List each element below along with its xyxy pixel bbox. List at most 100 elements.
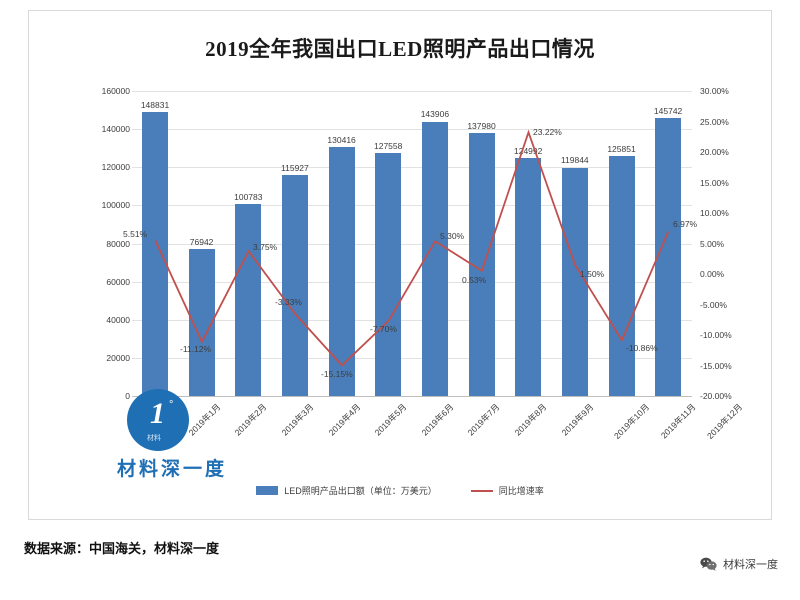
chart-legend: LED照明产品出口额（单位：万美元） 同比增速率 (29, 484, 771, 497)
line-value-label: -10.86% (626, 343, 658, 353)
bar-value-label: 119844 (560, 155, 589, 166)
x-axis-label: 2019年10月 (611, 401, 652, 441)
y-tick: 120000 (101, 162, 130, 173)
line-value-label: 5.30% (440, 231, 465, 241)
bar-value-label: 143906 (420, 109, 450, 120)
gridline (132, 91, 692, 92)
y-tick: 140000 (101, 124, 130, 135)
footer-brand: 材料深一度 (700, 556, 778, 572)
bar[interactable] (281, 175, 308, 396)
line-series (154, 129, 670, 367)
x-axis-label: 2019年8月 (512, 401, 549, 438)
line-value-label: 0.53% (462, 275, 487, 285)
bar-slot: 124992 (505, 91, 552, 396)
legend-label-bar: LED照明产品出口额（单位：万美元） (284, 486, 437, 496)
bar-series: 148831 76942 100783 115927 130416 127558 (132, 91, 692, 396)
bar-slot: 148831 (132, 91, 179, 396)
bar-value-label: 148831 (140, 100, 170, 110)
gridline (132, 319, 692, 321)
y-tick: 60000 (106, 276, 130, 287)
y-tick: 160000 (101, 86, 130, 96)
y-tick: 40000 (106, 314, 130, 325)
legend-swatch-bar-icon (256, 486, 279, 495)
y-tick: 0 (125, 391, 130, 401)
gridline (132, 357, 692, 359)
bar[interactable] (561, 167, 588, 396)
line-value-label: -3.33% (275, 297, 302, 307)
logo-brand-text: 材料深一度 (117, 459, 228, 480)
bar[interactable] (235, 203, 262, 396)
y-axis-left: 0 20000 40000 60000 80000 100000 120000 … (86, 86, 130, 401)
bar-value-label: 125851 (607, 143, 636, 154)
logo-degree-icon: ° (169, 399, 174, 411)
bar-value-label: 100783 (234, 192, 263, 202)
line-value-label: 23.22% (533, 127, 562, 137)
line-value-label: -15.15% (321, 369, 353, 379)
bar[interactable] (655, 118, 682, 396)
chart-title: 2019全年我国出口LED照明产品出口情况 (205, 37, 595, 61)
y2-tick: -10.00% (700, 330, 732, 340)
y2-tick: 25.00% (700, 116, 729, 127)
legend-label-line: 同比增速率 (498, 486, 544, 496)
bar[interactable] (515, 157, 542, 396)
bar-value-label: 115927 (281, 163, 309, 173)
bar[interactable] (375, 152, 402, 396)
bar-value-label: 145742 (653, 106, 683, 116)
y2-tick: 20.00% (700, 147, 729, 157)
gridline (132, 129, 692, 131)
bar-slot: 125851 (599, 91, 646, 396)
bar-slot: 143906 (412, 91, 459, 396)
axis-baseline (132, 396, 692, 397)
y2-tick: -5.00% (700, 299, 727, 310)
line-value-label: 3.75% (253, 242, 278, 252)
x-axis-label: 2019年11月 (658, 401, 698, 441)
gridline (132, 243, 692, 245)
plot-area: 148831 76942 100783 115927 130416 127558 (123, 91, 744, 441)
gridline (132, 167, 692, 169)
x-axis-label: 2019年5月 (372, 401, 409, 438)
bar[interactable] (608, 156, 635, 396)
growth-rate-line (154, 129, 670, 367)
x-axis-label: 2019年12月 (704, 401, 745, 441)
x-axis-label: 2019年7月 (465, 401, 502, 438)
y2-tick: 30.00% (700, 86, 729, 96)
line-value-label: 5.51% (123, 229, 148, 239)
y2-tick: 15.00% (700, 177, 729, 188)
logo-numeral: 1 (150, 397, 165, 430)
y2-tick: -20.00% (700, 391, 732, 401)
legend-item-line[interactable]: 同比增速率 (470, 484, 544, 497)
y2-tick: 0.00% (700, 269, 725, 279)
legend-swatch-line-icon (470, 489, 493, 492)
bar-slot: 119844 (552, 91, 599, 396)
bar-slot: 127558 (365, 91, 412, 396)
gridline (132, 205, 692, 207)
bar-value-label: 130416 (327, 135, 356, 146)
chart-card: 2019全年我国出口LED照明产品出口情况 0 20000 40000 6000… (28, 10, 772, 520)
y-tick: 80000 (106, 238, 130, 249)
x-axis-label: 2019年9月 (559, 401, 596, 438)
x-axis-label: 2019年4月 (326, 401, 363, 438)
bar-value-label: 137980 (467, 120, 496, 131)
y-tick: 100000 (101, 200, 130, 211)
legend-item-bar[interactable]: LED照明产品出口额（单位：万美元） (256, 484, 437, 497)
logo-subtext: 材料 (147, 435, 161, 442)
bar-slot: 115927 (272, 91, 319, 396)
line-value-label: 6.97% (673, 219, 698, 229)
bar-slot: 100783 (225, 91, 272, 396)
x-axis-label: 2019年3月 (279, 401, 316, 438)
bar-value-label: 76942 (189, 237, 214, 247)
watermark-logo: 1 ° 材料 材料深一度 (117, 389, 277, 484)
bar[interactable] (142, 112, 168, 396)
y-tick: 20000 (106, 352, 130, 363)
line-value-label: -11.12% (180, 344, 212, 354)
bar-slot: 145742 (645, 91, 692, 396)
footer-brand-label: 材料深一度 (723, 559, 778, 571)
x-axis-label: 2019年6月 (419, 401, 456, 438)
line-value-label: 1.50% (580, 269, 605, 279)
y-axis-right: -20.00% -15.00% -10.00% -5.00% 0.00% 5.0… (696, 86, 746, 401)
bar[interactable] (421, 121, 448, 396)
source-note: 数据来源：中国海关，材料深一度 (24, 541, 220, 556)
y2-tick: 5.00% (700, 238, 725, 249)
bar-value-label: 127558 (374, 140, 403, 151)
y2-tick: 10.00% (700, 208, 729, 218)
